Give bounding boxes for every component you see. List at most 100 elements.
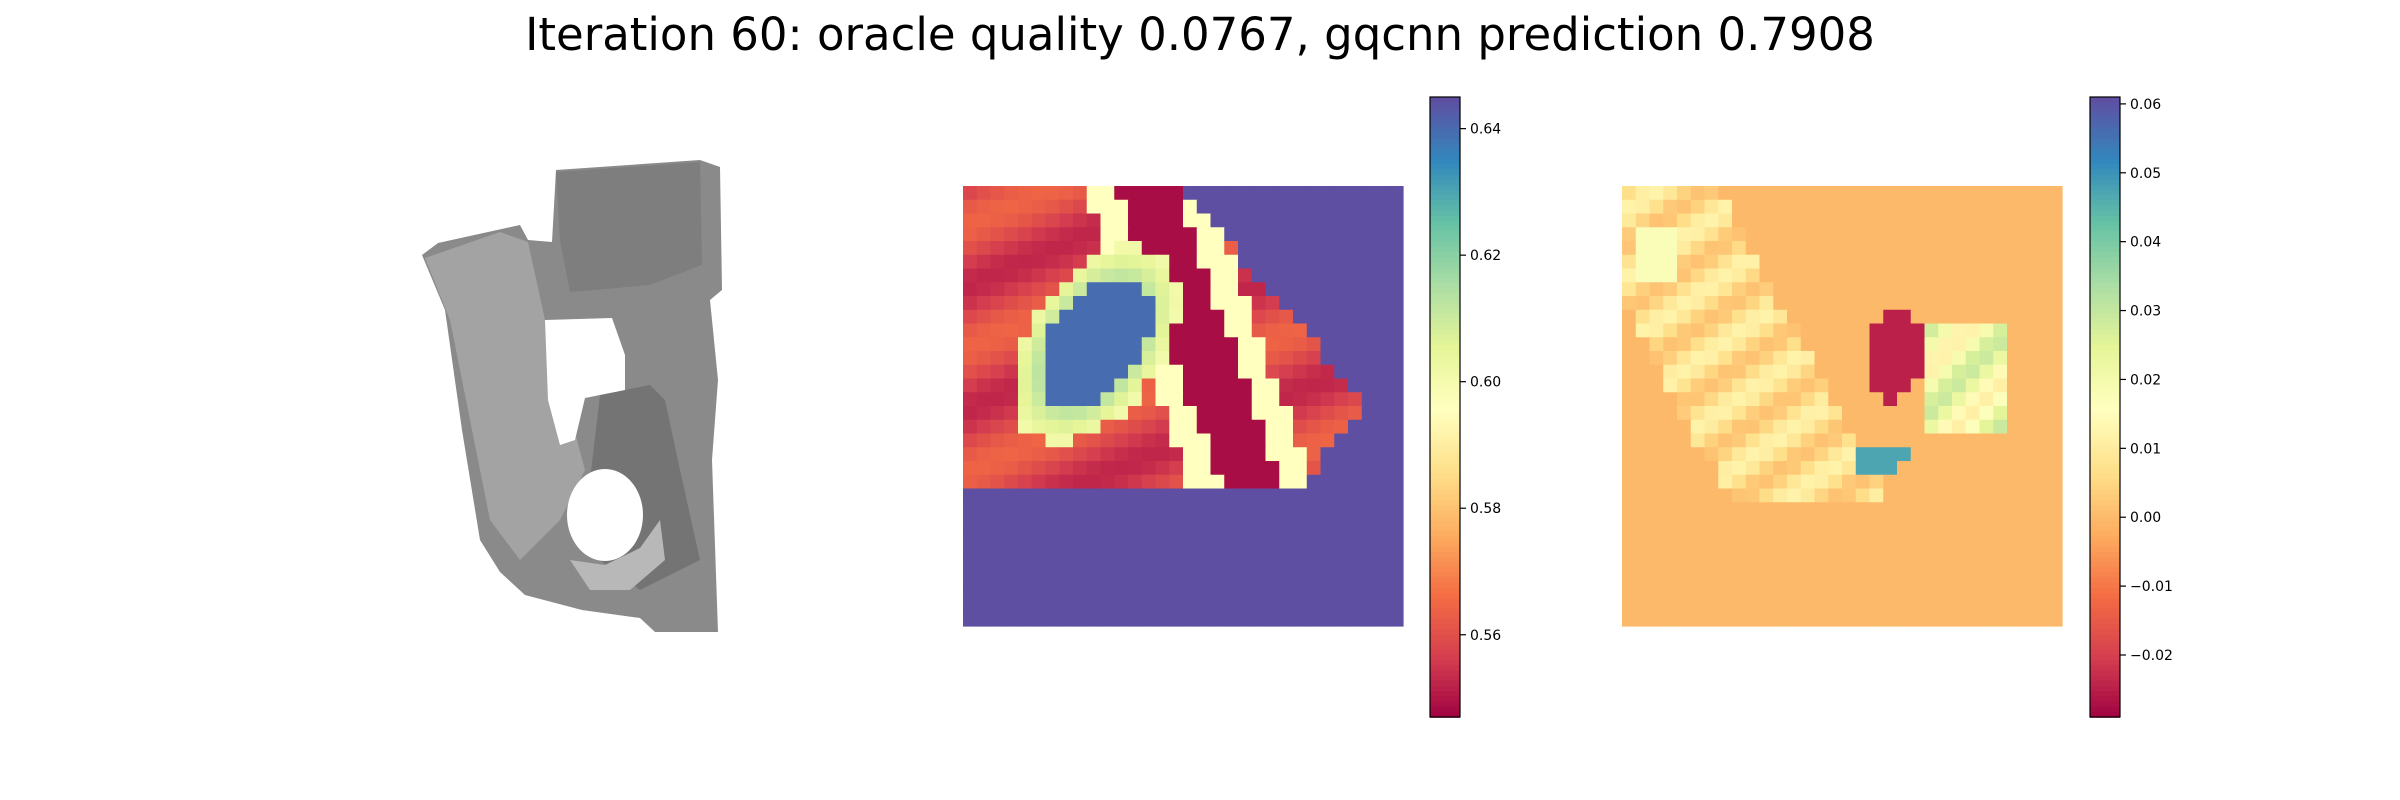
heatmap-cell (1842, 612, 1857, 627)
heatmap-cell (2007, 406, 2022, 421)
heatmap-cell (1375, 268, 1390, 283)
heatmap-cell (1031, 241, 1047, 256)
heatmap-cell (1952, 199, 1967, 215)
heatmap-cell (1183, 488, 1198, 503)
heatmap-cell (1086, 447, 1102, 462)
heatmap-cell (1979, 309, 1994, 325)
heatmap-cell (1732, 419, 1747, 435)
heatmap-cell (1745, 296, 1761, 311)
heatmap-cell (1293, 351, 1308, 366)
heatmap-cell (1704, 461, 1719, 476)
heatmap-cell (1883, 268, 1898, 283)
heatmap-cell (1059, 557, 1074, 572)
colorbar-segment (1430, 386, 1460, 393)
heatmap-cell (1004, 584, 1019, 600)
heatmap-cell (1183, 571, 1198, 586)
heatmap-cell (1965, 598, 1981, 613)
heatmap-cell (1787, 227, 1802, 242)
heatmap-cell (1910, 268, 1926, 283)
heatmap-cell (1348, 433, 1363, 448)
heatmap-cell (2020, 461, 2036, 476)
heatmap-cell (1855, 351, 1871, 366)
heatmap-cell (1210, 213, 1225, 228)
heatmap-cell (1155, 309, 1170, 325)
heatmap-cell (1114, 502, 1129, 517)
colorbar-tick-label: 0.05 (2130, 166, 2161, 182)
colorbar-segment (2090, 138, 2120, 145)
heatmap-cell (1704, 378, 1719, 393)
heatmap-cell (1704, 516, 1719, 531)
heatmap-cell (1059, 227, 1074, 242)
colorbar-segment (1430, 686, 1460, 692)
heatmap-cell (1924, 419, 1939, 435)
heatmap-cell (1196, 598, 1212, 613)
heatmap-cell (1251, 529, 1267, 545)
colorbar-segment (1430, 608, 1460, 615)
object-highlight (425, 232, 585, 560)
heatmap-cell (1869, 378, 1884, 393)
heatmap-cell (1306, 323, 1322, 338)
heatmap-cell (1279, 199, 1294, 215)
heatmap-cell (1855, 447, 1871, 462)
heatmap-cell (1169, 213, 1184, 228)
heatmap-cell (1663, 433, 1678, 448)
heatmap-cell (1210, 474, 1225, 490)
heatmap-cell (1375, 612, 1390, 627)
heatmap-cell (1663, 199, 1678, 215)
colorbar-segment (2090, 567, 2120, 574)
colorbar-segment (2090, 122, 2120, 129)
heatmap-cell (1965, 488, 1981, 503)
heatmap-cell (1787, 282, 1802, 297)
heatmap-cell (1375, 529, 1390, 545)
heatmap-cell (1869, 516, 1884, 531)
heatmap-cell (963, 543, 978, 558)
heatmap-cell (1334, 598, 1349, 613)
heatmap-cell (963, 254, 978, 270)
heatmap-cell (1375, 571, 1390, 586)
heatmap-cell (1869, 282, 1884, 297)
heatmap-cell (1389, 323, 1404, 338)
heatmap-cell (1210, 406, 1225, 421)
heatmap-cell (1361, 392, 1377, 407)
heatmap-cell (1320, 474, 1335, 490)
heatmap-cell (1196, 612, 1212, 627)
heatmap-cell (1018, 378, 1033, 393)
heatmap-cell (2007, 296, 2022, 311)
heatmap-cell (1348, 502, 1363, 517)
colorbar-segment (1430, 143, 1460, 150)
heatmap-cell (1128, 213, 1143, 228)
heatmap-cell (1732, 268, 1747, 283)
heatmap-cell (1787, 378, 1802, 393)
heatmap-cell (1773, 516, 1788, 531)
heatmap-cell (1141, 571, 1157, 586)
heatmap-cell (2048, 227, 2063, 242)
heatmap-cell (990, 433, 1005, 448)
heatmap-cell (1059, 213, 1074, 228)
heatmap-cell (1938, 529, 1953, 545)
heatmap-cell (1100, 543, 1115, 558)
heatmap-cell (1293, 378, 1308, 393)
heatmap-cell (1828, 447, 1843, 462)
heatmap-cell (1293, 612, 1308, 627)
heatmap-cell (1635, 337, 1651, 352)
heatmap-cell (1677, 419, 1692, 435)
heatmap-cell (1635, 447, 1651, 462)
heatmap-cell (1622, 378, 1637, 393)
heatmap-cell (1869, 502, 1884, 517)
heatmap-cell (1224, 419, 1239, 435)
colorbar-segment (1430, 277, 1460, 284)
heatmap-cell (1883, 516, 1898, 531)
heatmap-cell (1100, 461, 1115, 476)
heatmap-cell (1952, 406, 1967, 421)
heatmap-cell (1238, 241, 1253, 256)
heatmap-cell (1800, 502, 1816, 517)
colorbar-segment (1430, 525, 1460, 532)
heatmap-cell (1883, 419, 1898, 435)
heatmap-cell (1869, 543, 1884, 558)
heatmap-cell (990, 254, 1005, 270)
heatmap-cell (1883, 406, 1898, 421)
heatmap-cell (1635, 392, 1651, 407)
heatmap-cell (1128, 186, 1143, 201)
heatmap-cell (2048, 474, 2063, 490)
heatmap-cell (1910, 406, 1926, 421)
